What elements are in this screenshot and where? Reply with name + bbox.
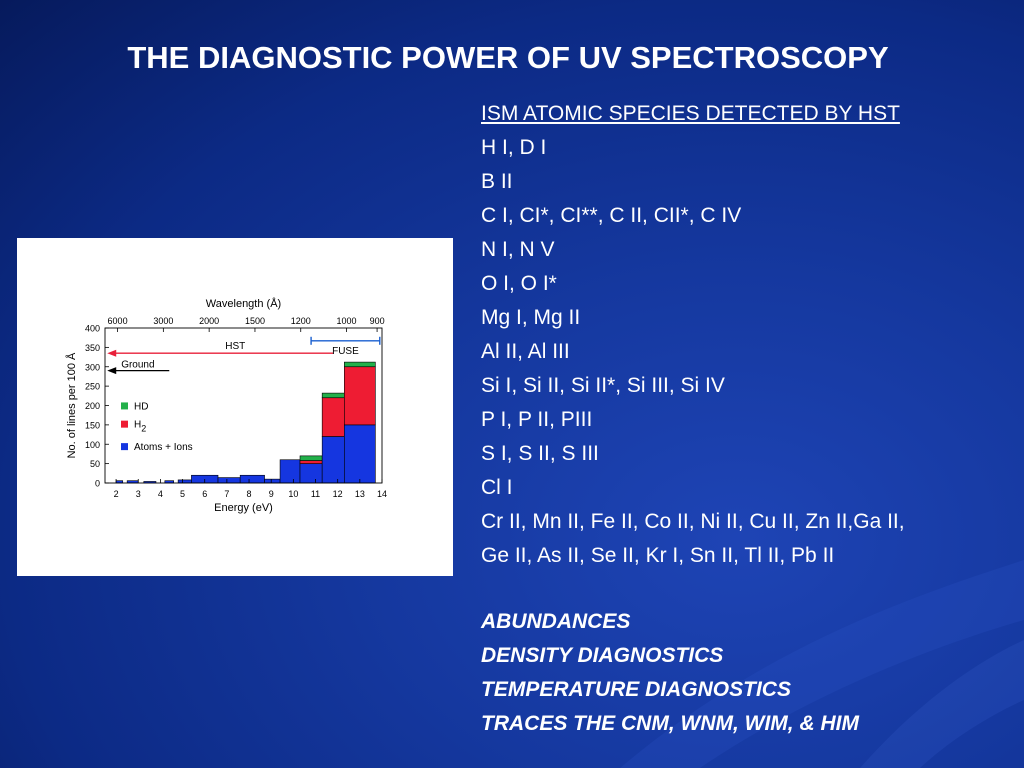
x-tick-label: 10 — [288, 489, 298, 499]
species-line: Ge II, As II, Se II, Kr I, Sn II, Tl II,… — [481, 544, 835, 567]
x-tick-label: 7 — [224, 489, 229, 499]
top-tick-label: 6000 — [108, 316, 128, 326]
y-tick-label: 250 — [85, 382, 100, 392]
top-tick-label: 1200 — [291, 316, 311, 326]
species-line: C I, CI*, CI**, C II, CII*, C IV — [481, 204, 742, 227]
bar-hd — [299, 455, 323, 461]
x-tick-label: 13 — [355, 489, 365, 499]
legend-swatch — [121, 420, 128, 428]
legend-swatch — [121, 402, 128, 410]
species-line: Cr II, Mn II, Fe II, Co II, Ni II, Cu II… — [481, 510, 905, 533]
bar-atoms — [264, 478, 281, 484]
diagnostic-item: ABUNDANCES — [481, 610, 631, 633]
bar-atoms — [321, 436, 345, 484]
legend-swatch — [121, 443, 128, 451]
bar-atoms — [344, 424, 376, 484]
top-tick-label: 3000 — [153, 316, 173, 326]
top-axis-label: Wavelength (Å) — [206, 297, 281, 310]
bar-h2 — [344, 366, 376, 426]
x-tick-label: 12 — [333, 489, 343, 499]
x-axis-label: Energy (eV) — [214, 502, 273, 514]
x-tick-label: 11 — [311, 489, 320, 499]
legend-label: H2 — [134, 420, 146, 434]
y-tick-label: 400 — [85, 324, 100, 334]
species-line: N I, N V — [481, 238, 555, 261]
y-tick-label: 350 — [85, 343, 100, 353]
diagnostic-item: TEMPERATURE DIAGNOSTICS — [481, 678, 791, 701]
x-tick-label: 5 — [180, 489, 185, 499]
slide-title: THE DIAGNOSTIC POWER OF UV SPECTROSCOPY — [127, 40, 889, 75]
species-line: Cl I — [481, 476, 513, 499]
species-line: H I, D I — [481, 136, 547, 159]
bar-atoms — [239, 474, 265, 484]
species-line: S I, S II, S III — [481, 442, 599, 465]
y-tick-label: 300 — [85, 362, 100, 372]
bar-h2 — [321, 397, 345, 437]
ground-arrowhead — [107, 367, 117, 375]
fuse-label: FUSE — [332, 346, 359, 357]
x-tick-label: 2 — [114, 489, 119, 499]
top-tick-label: 900 — [370, 316, 385, 326]
species-line: Al II, Al III — [481, 340, 570, 363]
chart-panel: 0 50 100 150 200 250 300 350 400 2 3 4 5 6 7 8 9 10 11 12 13… — [17, 238, 453, 576]
bar-atoms — [217, 477, 241, 484]
species-list: ISM ATOMIC SPECIES DETECTED BY HST H I, … — [481, 97, 1021, 741]
x-tick-label: 3 — [136, 489, 141, 499]
x-tick-label: 9 — [269, 489, 274, 499]
top-tick-label: 2000 — [199, 316, 219, 326]
legend-label: HD — [134, 401, 148, 412]
bar-hd — [344, 361, 376, 368]
species-line: P I, P II, PIII — [481, 408, 593, 431]
bar-atoms — [177, 479, 192, 484]
top-tick-label: 1000 — [337, 316, 357, 326]
diagnostic-item: TRACES THE CNM, WNM, WIM, & HIM — [481, 712, 859, 735]
bar-h2 — [299, 460, 323, 464]
y-tick-label: 200 — [85, 401, 100, 411]
hst-arrowhead — [107, 349, 117, 357]
species-line: B II — [481, 170, 513, 193]
bar-hd — [321, 392, 345, 399]
y-tick-label: 0 — [95, 479, 100, 489]
species-line: Mg I, Mg II — [481, 306, 581, 329]
ground-label: Ground — [121, 360, 154, 371]
bar-atoms — [279, 459, 301, 484]
top-tick-label: 1500 — [245, 316, 265, 326]
diagnostic-item: DENSITY DIAGNOSTICS — [481, 644, 724, 667]
y-axis-label: No. of lines per 100 Å — [65, 352, 78, 458]
species-header: ISM ATOMIC SPECIES DETECTED BY HST — [481, 102, 900, 125]
hst-label: HST — [225, 341, 245, 352]
species-line: O I, O I* — [481, 272, 557, 295]
y-tick-label: 50 — [90, 459, 100, 469]
x-tick-label: 4 — [158, 489, 163, 499]
species-line: Si I, Si II, Si II*, Si III, Si IV — [481, 374, 725, 397]
bar-atoms — [299, 463, 323, 484]
x-tick-label: 14 — [377, 489, 387, 499]
y-tick-label: 150 — [85, 420, 100, 430]
x-tick-label: 6 — [202, 489, 207, 499]
x-tick-label: 8 — [247, 489, 252, 499]
legend-label: Atoms + Ions — [134, 442, 193, 453]
chart: 0 50 100 150 200 250 300 350 400 2 3 4 5 6 7 8 9 10 11 12 13… — [65, 297, 387, 514]
y-tick-label: 100 — [85, 440, 100, 450]
